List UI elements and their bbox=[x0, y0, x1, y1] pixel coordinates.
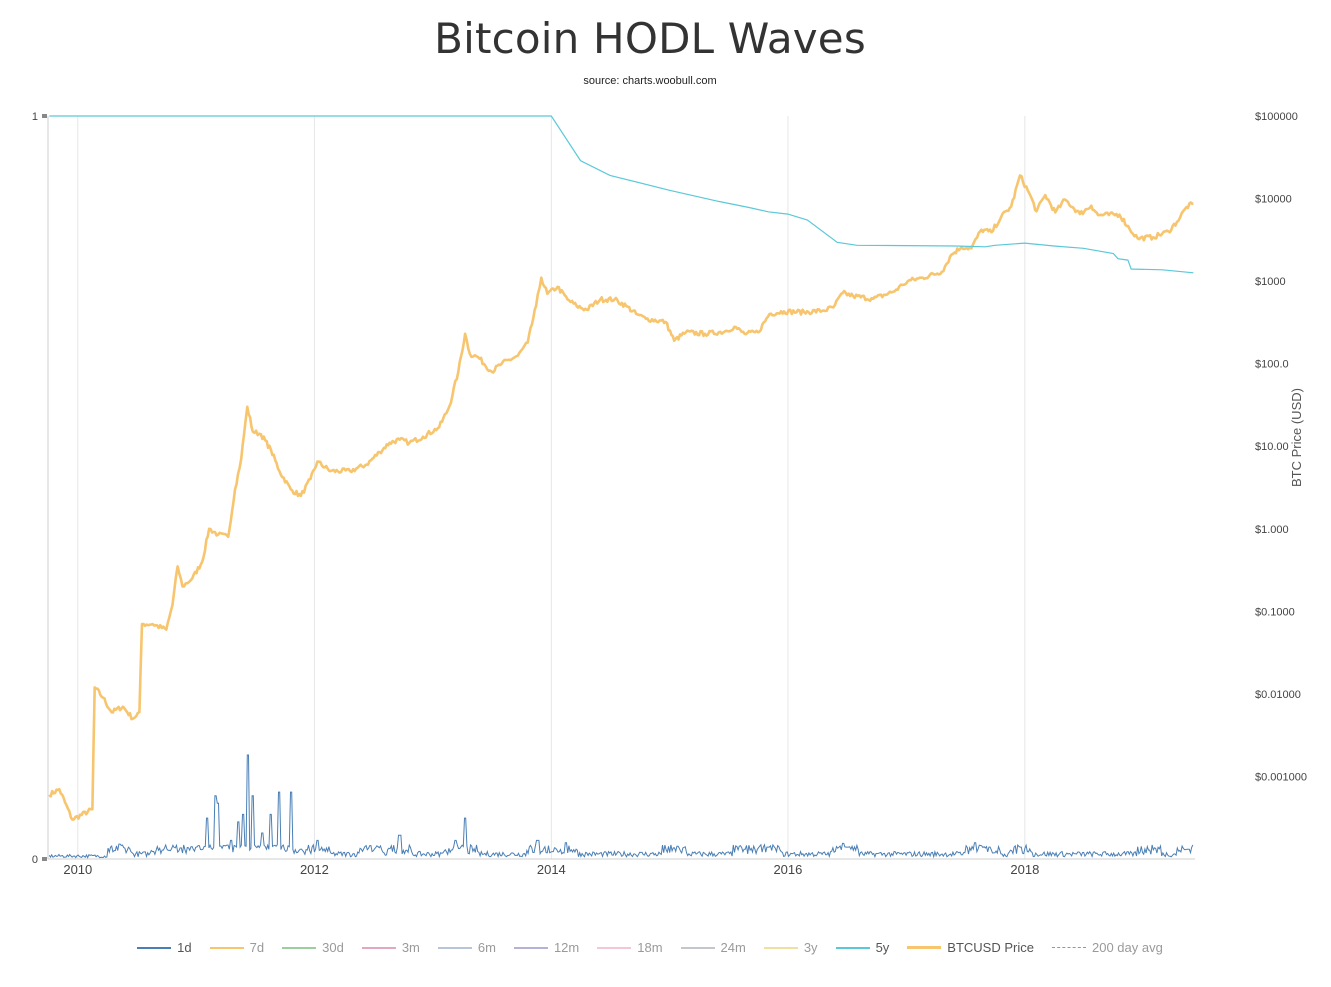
series bbox=[48, 115, 1194, 859]
y-right-tick-5: $100.0 bbox=[1255, 359, 1289, 371]
legend-swatch bbox=[437, 946, 472, 949]
y-right-tick-3: $1.000 bbox=[1255, 524, 1289, 536]
x-tick-2010: 2010 bbox=[63, 862, 92, 877]
legend-label: 12m bbox=[553, 940, 580, 955]
legend-label: 7d bbox=[249, 940, 265, 955]
legend-item-btcusd-price[interactable]: BTCUSD Price bbox=[907, 940, 1034, 955]
legend-swatch bbox=[1051, 947, 1086, 948]
grid-lines bbox=[77, 116, 1026, 859]
series-1d-line bbox=[48, 754, 1194, 859]
legend-item-200-day-avg[interactable]: 200 day avg bbox=[1051, 940, 1163, 955]
legend-item-12m[interactable]: 12m bbox=[513, 940, 580, 955]
legend-item-30d[interactable]: 30d bbox=[282, 940, 344, 955]
x-tick-2012: 2012 bbox=[300, 862, 329, 877]
legend-swatch bbox=[763, 946, 798, 949]
legend-swatch bbox=[361, 946, 396, 949]
legend-label: 5y bbox=[875, 940, 890, 955]
y-right-tick-0: $0.001000 bbox=[1255, 771, 1307, 783]
legend: 1d 7d 30d 3m 6m 12m 18m 24m 3y 5y BTCUSD Price 200 … bbox=[0, 940, 1300, 955]
x-tick-2014: 2014 bbox=[537, 862, 566, 877]
x-tick-2016: 2016 bbox=[773, 862, 802, 877]
y-right-axis-title: BTC Price (USD) bbox=[1289, 388, 1304, 487]
legend-item-24m[interactable]: 24m bbox=[680, 940, 746, 955]
y-right-tick-8: $100000 bbox=[1255, 111, 1298, 123]
legend-swatch bbox=[137, 946, 172, 949]
legend-label: BTCUSD Price bbox=[947, 940, 1034, 955]
legend-swatch bbox=[597, 946, 632, 949]
legend-swatch bbox=[680, 946, 715, 949]
y-right-tick-6: $1000 bbox=[1255, 276, 1286, 288]
legend-label: 3y bbox=[803, 940, 818, 955]
legend-label: 18m bbox=[637, 940, 663, 955]
chart-title: Bitcoin HODL Waves bbox=[434, 14, 866, 63]
legend-swatch bbox=[513, 946, 548, 949]
legend-label: 6m bbox=[477, 940, 496, 955]
legend-item-5y[interactable]: 5y bbox=[835, 940, 890, 955]
y-right-tick-1: $0.01000 bbox=[1255, 689, 1301, 701]
legend-label: 200 day avg bbox=[1091, 940, 1163, 955]
legend-item-6m[interactable]: 6m bbox=[437, 940, 496, 955]
legend-label: 3m bbox=[401, 940, 420, 955]
axes: 2010 2012 2014 2016 2018 0 1 $0.001000 $0.01000 $… bbox=[32, 111, 1307, 877]
y-right-tick-7: $10000 bbox=[1255, 194, 1292, 206]
y-left-handle-1 bbox=[42, 114, 47, 118]
legend-swatch bbox=[209, 946, 244, 949]
legend-swatch bbox=[282, 946, 317, 949]
chart-subtitle: source: charts.woobull.com bbox=[583, 75, 717, 87]
legend-label: 1d bbox=[177, 940, 192, 955]
legend-swatch bbox=[907, 946, 942, 949]
legend-item-1d[interactable]: 1d bbox=[137, 940, 192, 955]
legend-item-7d[interactable]: 7d bbox=[209, 940, 265, 955]
y-right-tick-4: $10.00 bbox=[1255, 441, 1289, 453]
series-btcusd-price-line bbox=[48, 174, 1194, 821]
legend-label: 24m bbox=[720, 940, 746, 955]
y-right-tick-2: $0.1000 bbox=[1255, 606, 1295, 618]
series-5y-line bbox=[49, 115, 1194, 274]
legend-swatch bbox=[835, 946, 870, 949]
legend-item-18m[interactable]: 18m bbox=[597, 940, 663, 955]
y-left-tick-1: 1 bbox=[32, 111, 38, 123]
x-tick-2018: 2018 bbox=[1010, 862, 1039, 877]
legend-item-3m[interactable]: 3m bbox=[361, 940, 420, 955]
y-left-handle-0 bbox=[42, 857, 47, 861]
y-left-tick-0: 0 bbox=[32, 854, 38, 866]
legend-label: 30d bbox=[322, 940, 344, 955]
legend-item-3y[interactable]: 3y bbox=[763, 940, 818, 955]
